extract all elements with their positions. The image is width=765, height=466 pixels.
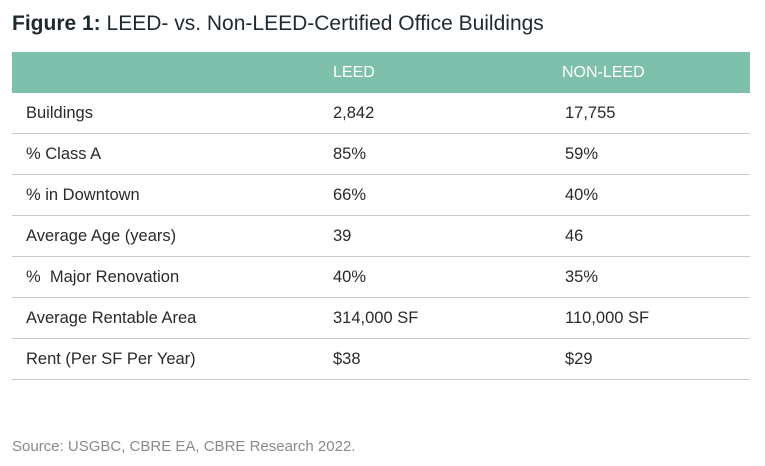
table-row: Rent (Per SF Per Year) $38 $29 — [12, 339, 750, 380]
non-leed-value: $29 — [565, 349, 593, 368]
row-label: % in Downtown — [26, 185, 140, 204]
non-leed-value: 59% — [565, 144, 599, 163]
leed-value: 40% — [333, 267, 367, 286]
table-row: Average Age (years) 39 46 — [12, 216, 750, 257]
comparison-table: LEED NON-LEED Buildings 2,842 17,755 % C… — [12, 52, 750, 380]
leed-value: 2,842 — [333, 103, 375, 122]
row-label: Buildings — [26, 103, 93, 122]
source-note: Source: USGBC, CBRE EA, CBRE Research 20… — [12, 438, 356, 455]
non-leed-value: 110,000 SF — [565, 308, 650, 327]
table-row: Average Rentable Area 314,000 SF 110,000… — [12, 298, 750, 339]
leed-value: 39 — [333, 226, 352, 245]
leed-value: 314,000 SF — [333, 308, 419, 327]
table-header-row: LEED NON-LEED — [12, 52, 750, 93]
table-row: % Class A 85% 59% — [12, 134, 750, 175]
leed-value: 66% — [333, 185, 367, 204]
non-leed-value: 17,755 — [565, 103, 616, 122]
table-row: Buildings 2,842 17,755 — [12, 93, 750, 134]
non-leed-value: 35% — [565, 267, 599, 286]
row-label: Average Rentable Area — [26, 308, 197, 327]
figure-title: Figure 1: LEED- vs. Non-LEED-Certified O… — [12, 10, 544, 38]
non-leed-value: 40% — [565, 185, 599, 204]
row-label: Rent (Per SF Per Year) — [26, 349, 196, 368]
non-leed-value: 46 — [565, 226, 584, 245]
header-cell-leed: LEED — [333, 63, 375, 81]
leed-value: $38 — [333, 349, 361, 368]
table-row: % in Downtown 66% 40% — [12, 175, 750, 216]
leed-value: 85% — [333, 144, 367, 163]
figure-title-text: LEED- vs. Non-LEED-Certified Office Buil… — [100, 12, 544, 35]
row-label: % Class A — [26, 144, 102, 163]
row-label: Average Age (years) — [26, 226, 177, 245]
figure-number: Figure 1: — [12, 12, 101, 35]
row-label: % Major Renovation — [26, 267, 180, 286]
header-cell-non-leed: NON-LEED — [562, 63, 645, 81]
table-row: % Major Renovation 40% 35% — [12, 257, 750, 298]
